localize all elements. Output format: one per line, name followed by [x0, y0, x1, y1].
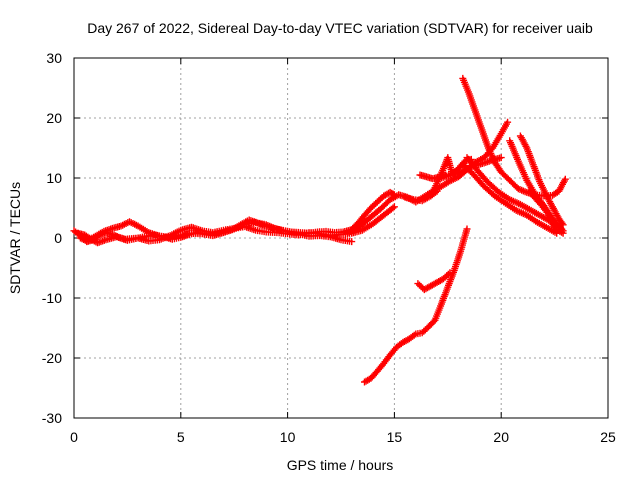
- point-markers: [76, 218, 356, 246]
- y-tick-label: -10: [42, 290, 62, 306]
- y-tick-label: -30: [42, 410, 62, 426]
- x-axis-title: GPS time / hours: [287, 457, 394, 473]
- y-tick-label: 30: [46, 50, 62, 66]
- x-tick-label: 20: [493, 429, 509, 445]
- point-markers: [459, 160, 561, 237]
- point-markers: [463, 154, 567, 237]
- point-markers: [525, 187, 565, 232]
- axis-ticks: [73, 57, 609, 419]
- x-tick-label: 25: [600, 429, 616, 445]
- x-tick-labels: 0 5 10 15 20 25: [70, 429, 616, 445]
- y-tick-label: 20: [46, 110, 62, 126]
- series-track-14: [525, 187, 565, 232]
- x-tick-label: 0: [70, 429, 78, 445]
- y-tick-label: -20: [42, 350, 62, 366]
- y-axis-title: SDTVAR / TECUs: [7, 182, 23, 294]
- y-tick-labels: -30 -20 -10 0 10 20 30: [42, 50, 62, 426]
- series-track-3: [76, 218, 356, 246]
- y-tick-label: 10: [46, 170, 62, 186]
- x-tick-label: 5: [177, 429, 185, 445]
- series-track-10: [463, 154, 567, 237]
- y-tick-label: 0: [54, 230, 62, 246]
- point-markers: [516, 132, 567, 229]
- point-markers: [414, 269, 454, 294]
- x-tick-label: 10: [280, 429, 296, 445]
- series-track-11: [459, 160, 561, 237]
- series-track-15: [361, 225, 471, 386]
- data-series: [70, 74, 569, 386]
- series-track-13: [516, 132, 567, 229]
- chart-title: Day 267 of 2022, Sidereal Day-to-day VTE…: [87, 20, 593, 36]
- series-track-16: [414, 269, 454, 294]
- x-tick-label: 15: [387, 429, 403, 445]
- point-markers: [361, 225, 471, 386]
